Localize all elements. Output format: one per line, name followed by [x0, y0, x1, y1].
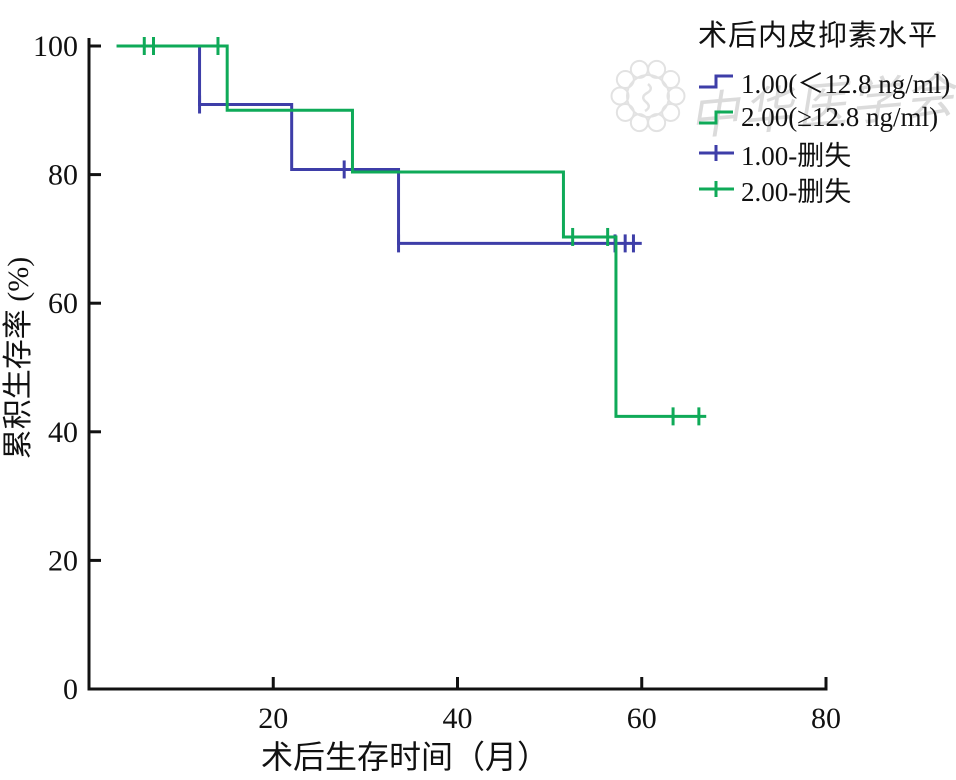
legend-label-group1-censored: 1.00-删失 — [741, 140, 852, 171]
x-tick-label: 80 — [811, 702, 841, 735]
x-axis-label: 术后生存时间（月） — [261, 739, 549, 775]
x-tick-label: 60 — [627, 702, 657, 735]
survival-curve-group1 — [116, 44, 642, 245]
y-tick-label: 40 — [48, 416, 78, 449]
legend-item-group1-censored: 1.00-删失 — [698, 135, 950, 171]
step-line-swatch-group1-icon — [699, 74, 733, 89]
y-tick-label: 60 — [48, 287, 78, 320]
y-axis-label: 累积生存率 (%) — [2, 257, 35, 459]
axes: 0 20 40 60 80 100 20 40 60 80 — [33, 30, 841, 735]
plus-marker-swatch-group1-icon — [699, 145, 734, 161]
legend-title: 术后内皮抑素水平 — [698, 20, 939, 52]
step-line-swatch-group2-icon — [699, 110, 733, 125]
y-tick-label: 80 — [48, 159, 78, 192]
y-tick-label: 20 — [48, 544, 78, 577]
legend-item-group2: 2.00(≥12.8 ng/ml) — [698, 99, 950, 135]
legend-label-group2: 2.00(≥12.8 ng/ml) — [741, 101, 939, 132]
y-tick-label: 100 — [33, 30, 78, 63]
survival-curve-group2 — [116, 44, 707, 418]
x-tick-label: 20 — [258, 702, 288, 735]
legend: 术后内皮抑素水平 1.00(＜12.8 ng/ml) 2.00(≥12.8 ng… — [698, 12, 950, 207]
y-tick-label: 0 — [63, 673, 78, 706]
legend-item-group2-censored: 2.00-删失 — [698, 171, 950, 207]
legend-label-group1: 1.00(＜12.8 ng/ml) — [741, 68, 951, 99]
x-tick-label: 40 — [443, 702, 473, 735]
plus-marker-swatch-group2-icon — [699, 181, 734, 197]
survival-curves — [116, 37, 707, 426]
legend-label-group2-censored: 2.00-删失 — [741, 176, 852, 207]
legend-item-group1: 1.00(＜12.8 ng/ml) — [698, 63, 950, 99]
